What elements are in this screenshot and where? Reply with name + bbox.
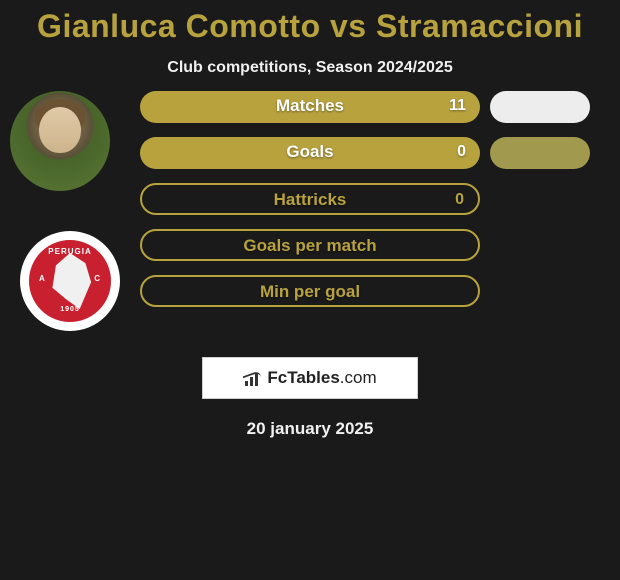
stat-bar: Goals 0 (140, 137, 480, 169)
chart-area: PERUGIA A C 1905 Matches11Goals0Hattrick… (0, 103, 620, 343)
club-initial-left: A (39, 274, 46, 283)
club-year: 1905 (60, 306, 80, 313)
season-subtitle: Club competitions, Season 2024/2025 (0, 59, 620, 77)
griffin-icon (48, 253, 92, 309)
stat-label: Matches (276, 96, 344, 115)
comparison-card: Gianluca Comotto vs Stramaccioni Club co… (0, 0, 620, 439)
stat-bar: Min per goal (140, 275, 480, 307)
opponent-pills (490, 91, 590, 183)
stat-label: Hattricks (274, 190, 347, 209)
stat-label: Goals per match (243, 236, 376, 255)
stat-label: Goals (286, 142, 333, 161)
opponent-pill (490, 91, 590, 123)
stat-label: Min per goal (260, 282, 360, 301)
stat-bars: Matches 11 Goals 0 Hattricks 0 Goals per match… (140, 91, 480, 321)
player-photo (10, 91, 110, 191)
brand-text: FcTables.com (267, 368, 376, 388)
footer-date: 20 january 2025 (0, 419, 620, 439)
club-logo: PERUGIA A C 1905 (20, 231, 120, 331)
stat-bar: Matches 11 (140, 91, 480, 123)
page-title: Gianluca Comotto vs Stramaccioni (0, 8, 620, 45)
club-logo-badge: PERUGIA A C 1905 (29, 240, 111, 322)
chart-icon (243, 370, 263, 386)
brand-domain: .com (340, 368, 377, 387)
club-initial-right: C (94, 274, 101, 283)
brand-box[interactable]: FcTables.com (202, 357, 418, 399)
opponent-pill (490, 137, 590, 169)
stat-bar: Hattricks 0 (140, 183, 480, 215)
stat-value: 11 (449, 91, 466, 121)
stat-value: 0 (455, 185, 464, 215)
stat-value: 0 (457, 137, 466, 167)
stat-bar: Goals per match (140, 229, 480, 261)
brand-name: FcTables (267, 368, 339, 387)
